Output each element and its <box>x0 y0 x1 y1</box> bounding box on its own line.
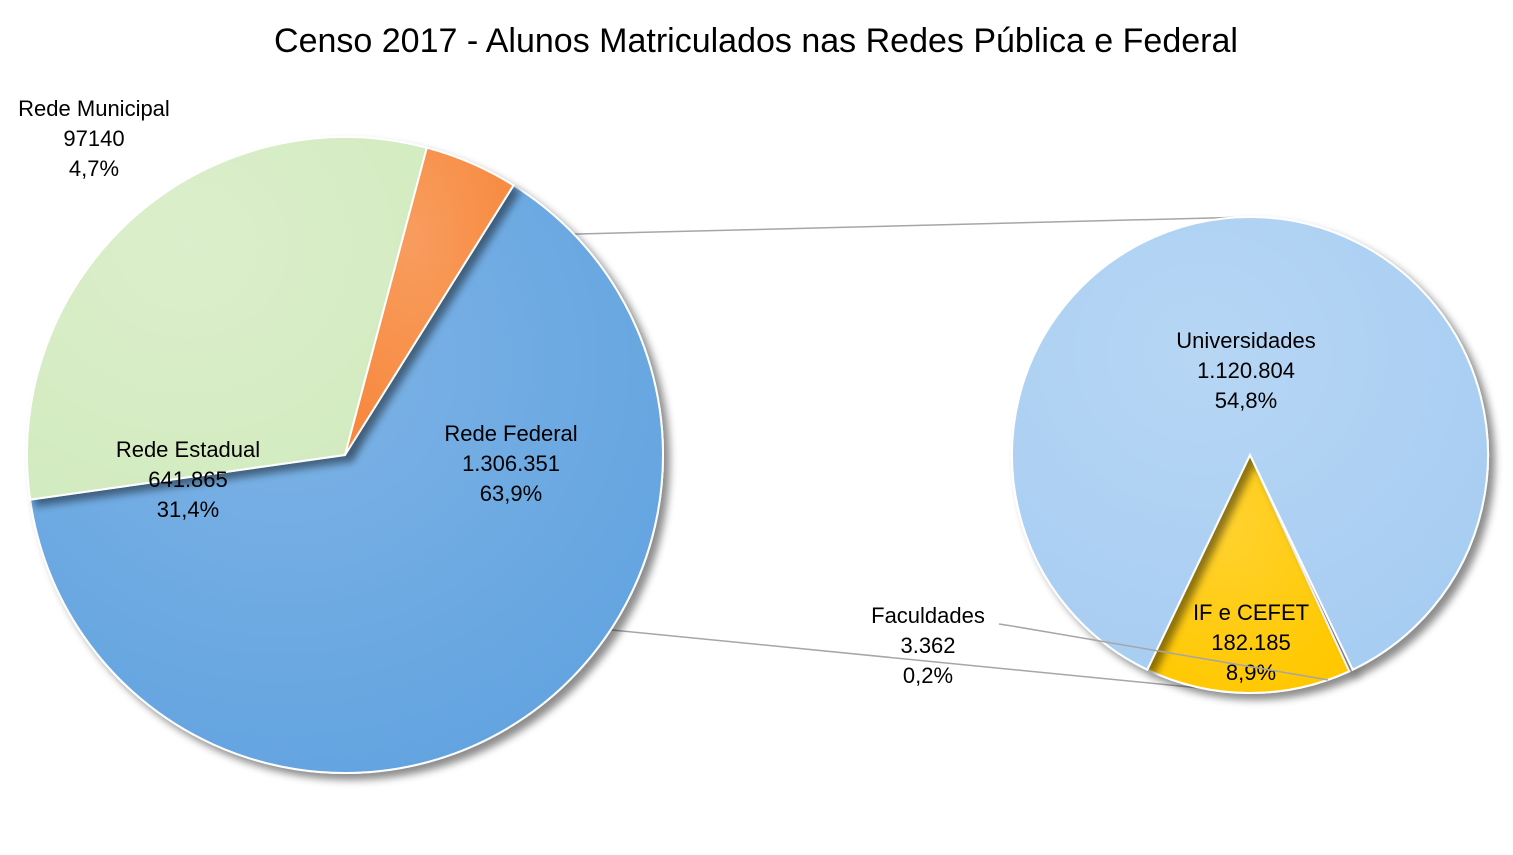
slice-rede-estadual <box>26 136 429 501</box>
connector-top <box>573 216 1251 235</box>
slice-rede-federal <box>29 183 664 774</box>
slice-if-e-cefet <box>1145 452 1351 694</box>
leader-line-faculdades <box>998 623 1329 681</box>
main-pie <box>26 136 664 774</box>
slice-universidades <box>1011 216 1489 672</box>
data-label-faculdades: Faculdades 3.362 0,2% <box>871 603 985 688</box>
slice-rede-municipal <box>344 146 515 456</box>
data-label-if-e-cefet: IF e CEFET 182.185 8,9% <box>1193 600 1309 685</box>
data-labels: Rede Federal 1.306.351 63,9% Rede Estadual 6… <box>18 96 1329 688</box>
data-label-rede-estadual: Rede Estadual 641.865 31,4% <box>116 437 260 522</box>
secondary-pie <box>1011 216 1489 694</box>
chart-title: Censo 2017 - Alunos Matriculados nas Red… <box>274 22 1238 60</box>
data-label-rede-municipal: Rede Municipal 97140 4,7% <box>18 96 170 181</box>
data-label-universidades: Universidades 1.120.804 54,8% <box>1176 328 1315 413</box>
data-label-rede-federal: Rede Federal 1.306.351 63,9% <box>444 421 577 506</box>
